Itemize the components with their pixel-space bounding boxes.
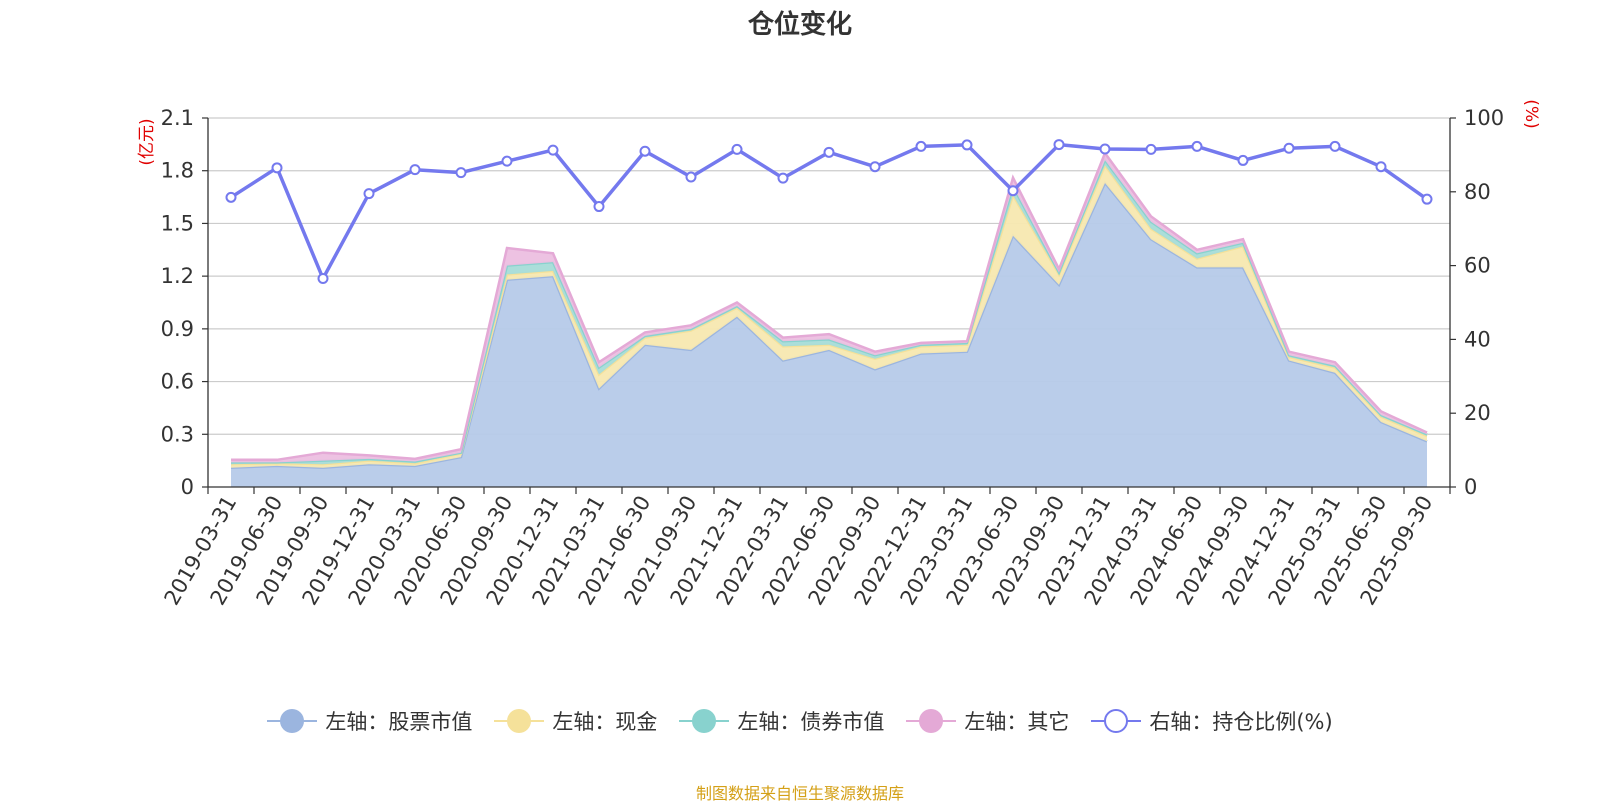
holding-ratio-point (225, 191, 237, 203)
holding-ratio-point (731, 143, 743, 155)
legend-swatch-icon (494, 707, 545, 735)
legend-swatch-icon (679, 707, 730, 735)
left-axis-tick-label: 1.8 (161, 159, 194, 183)
holding-ratio-point (1191, 140, 1203, 152)
holding-ratio-point (1329, 140, 1341, 152)
right-axis-tick-label: 60 (1464, 254, 1491, 278)
holding-ratio-point (501, 155, 513, 167)
holding-ratio-point (823, 146, 835, 158)
holding-ratio-point (1283, 142, 1295, 154)
holding-ratio-point (1421, 193, 1433, 205)
legend-item-5[interactable]: 右轴：持仓比例(%) (1091, 706, 1333, 736)
legend-label: 左轴：股票市值 (325, 710, 473, 734)
legend-swatch-icon (1091, 707, 1142, 735)
holding-ratio-point (639, 145, 651, 157)
holding-ratio-point (915, 140, 927, 152)
area-series-1 (231, 183, 1427, 487)
holding-ratio-point (685, 171, 697, 183)
holding-ratio-point (317, 273, 329, 285)
legend-label: 右轴：持仓比例(%) (1149, 710, 1333, 734)
right-axis-tick-label: 80 (1464, 180, 1491, 204)
holding-ratio-line-layer (225, 139, 1433, 285)
legend-marker-icon (1104, 709, 1129, 733)
holding-ratio-point (409, 164, 421, 176)
chart-title: 仓位变化 (747, 10, 852, 40)
legend-item-4[interactable]: 左轴：其它 (906, 706, 1069, 736)
legend-marker-icon (919, 709, 944, 733)
legend-swatch-icon (267, 707, 318, 735)
left-axis-tick-label: 1.5 (161, 211, 194, 235)
area-series-4-edge (231, 150, 1428, 462)
left-axis-tick-label: 2.1 (161, 106, 194, 130)
left-axis-tick-label: 0.3 (161, 422, 194, 446)
right-axis-unit: (%) (1521, 99, 1541, 128)
right-axis-tick-label: 0 (1464, 475, 1477, 499)
legend-item-2[interactable]: 左轴：现金 (494, 706, 657, 736)
left-axis-tick-label: 0 (181, 475, 194, 499)
holding-ratio-point (363, 188, 375, 200)
left-axis-unit: (亿元) (137, 118, 157, 165)
holding-ratio-point (1237, 154, 1249, 166)
legend-label: 左轴：其它 (964, 710, 1070, 734)
right-axis-tick-label: 20 (1464, 401, 1491, 425)
legend-marker-icon (692, 709, 717, 733)
holding-ratio-point (1145, 143, 1157, 155)
holding-ratio-point (271, 162, 283, 174)
legend-swatch-icon (906, 707, 957, 735)
holding-ratio-point (961, 139, 973, 151)
legend-label: 左轴：现金 (552, 710, 658, 734)
legend-marker-icon (507, 709, 532, 733)
holding-ratio-point (455, 167, 467, 179)
legend: 左轴：股票市值 左轴：现金 左轴：债券市值 左轴：其它 右轴：持仓比例(%) (0, 706, 1600, 736)
holding-ratio-point (1099, 143, 1111, 155)
legend-label: 左轴：债券市值 (737, 710, 885, 734)
holding-ratio-point (777, 172, 789, 184)
stacked-area-layer (230, 150, 1428, 487)
legend-item-3[interactable]: 左轴：债券市值 (679, 706, 884, 736)
left-axis-tick-label: 1.2 (161, 264, 194, 288)
legend-item-1[interactable]: 左轴：股票市值 (267, 706, 472, 736)
left-axis-tick-label: 0.6 (161, 370, 194, 394)
left-axis-tick-label: 0.9 (161, 317, 194, 341)
legend-marker-icon (280, 709, 305, 733)
right-axis-tick-label: 100 (1464, 106, 1504, 130)
holding-ratio-point (1053, 139, 1065, 151)
holding-ratio-point (869, 161, 881, 173)
right-axis-tick-label: 40 (1464, 327, 1491, 351)
holding-ratio-point (547, 144, 559, 156)
holding-ratio-point (1375, 161, 1387, 173)
holding-ratio-point (593, 201, 605, 213)
position-change-chart: 0 0.3 0.6 0.9 1.2 1.5 1.8 2.1 0 20 40 60 80 100 (亿元) (%… (137, 99, 1541, 609)
source-note: 制图数据来自恒生聚源数据库 (695, 784, 904, 803)
holding-ratio-point (1007, 185, 1019, 197)
